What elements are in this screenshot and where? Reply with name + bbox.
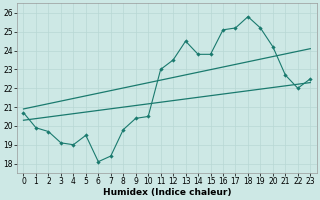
X-axis label: Humidex (Indice chaleur): Humidex (Indice chaleur) — [103, 188, 231, 197]
